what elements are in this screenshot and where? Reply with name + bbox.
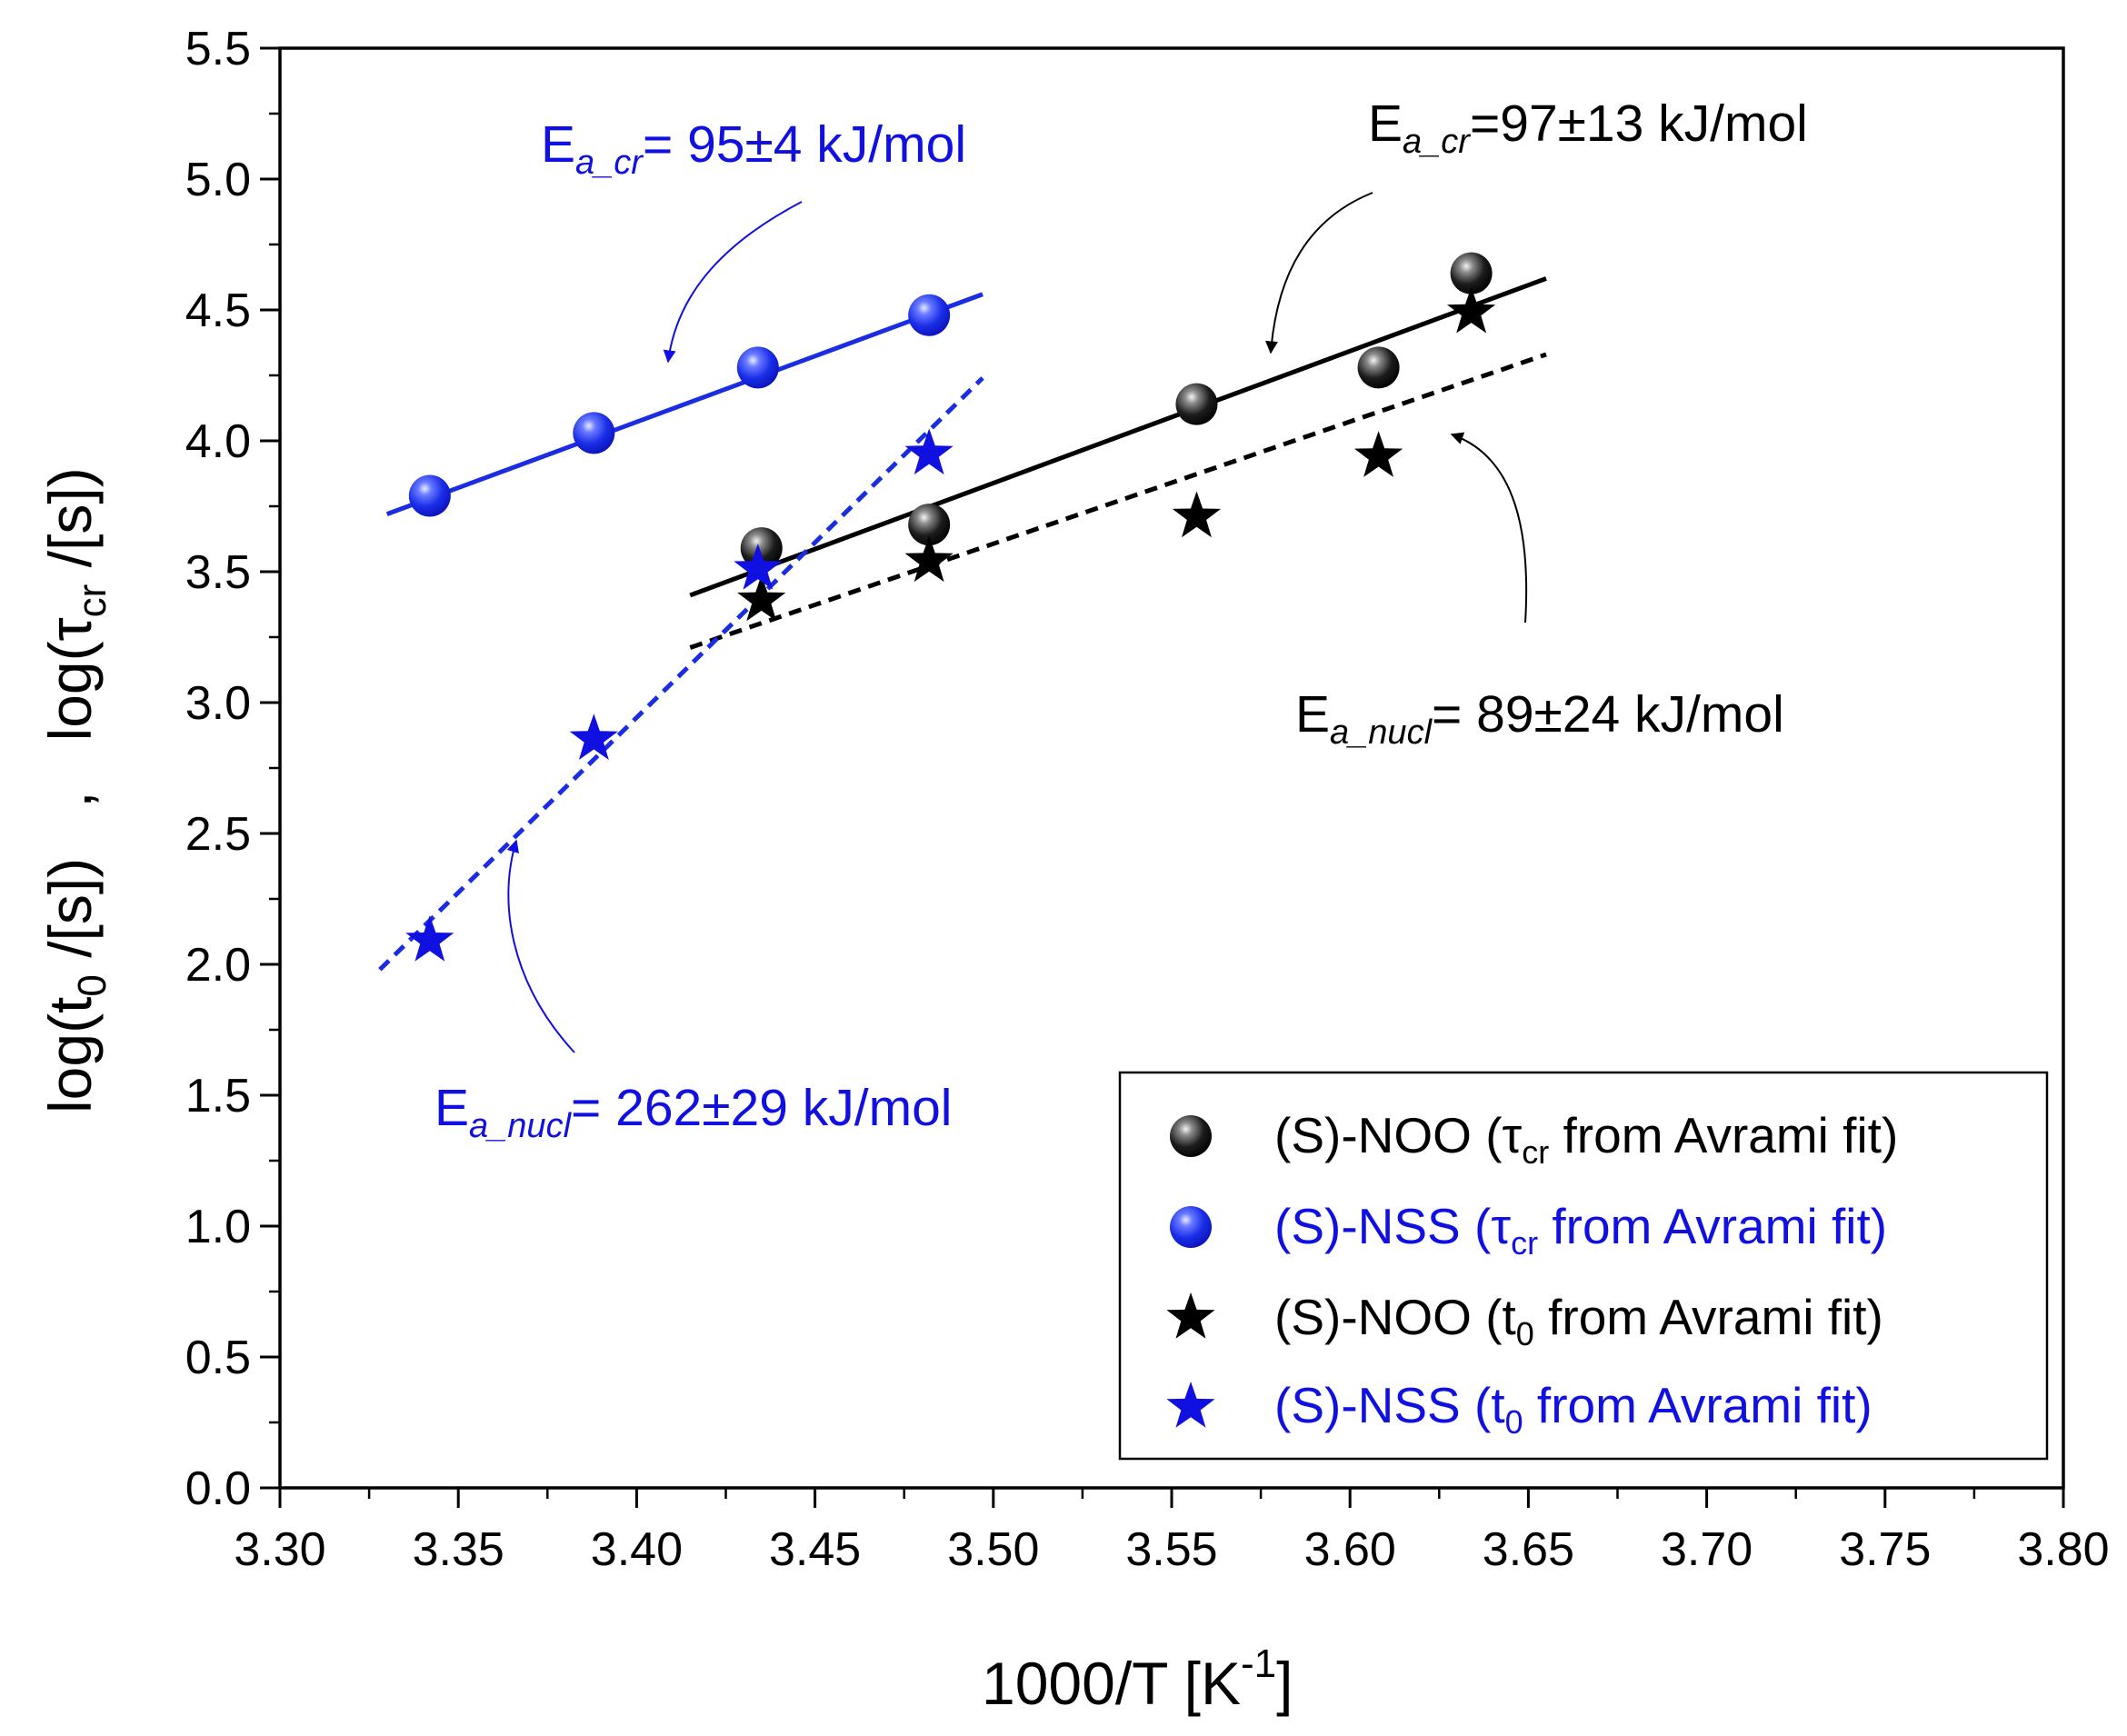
annotation-arrows bbox=[506, 192, 1528, 1053]
data-point-series-1 bbox=[736, 346, 779, 389]
x-tick-label: 3.65 bbox=[1483, 1523, 1574, 1576]
data-point-series-2 bbox=[737, 574, 786, 622]
y-tick-label: 3.5 bbox=[185, 546, 251, 599]
x-tick-label: 3.70 bbox=[1661, 1523, 1753, 1576]
legend-marker-2 bbox=[1166, 1292, 1215, 1339]
y-tick-label: 5.5 bbox=[185, 23, 251, 75]
annotation-ea-nucl-black: Ea_nucl= 89±24 kJ/mol bbox=[1295, 685, 1784, 752]
arrow-ea-cr-black bbox=[1265, 192, 1373, 354]
x-tick-label: 3.60 bbox=[1304, 1523, 1396, 1576]
data-point-series-0 bbox=[1175, 383, 1218, 425]
y-tick-label: 3.0 bbox=[185, 677, 251, 730]
x-tick-label: 3.35 bbox=[413, 1523, 504, 1576]
data-point-series-3 bbox=[405, 915, 454, 962]
x-tick-label: 3.80 bbox=[2017, 1523, 2109, 1576]
x-tick-label: 3.50 bbox=[947, 1523, 1039, 1576]
y-tick-label: 2.5 bbox=[185, 808, 251, 861]
legend-marker-0 bbox=[1170, 1115, 1212, 1157]
data-point-series-0 bbox=[1450, 252, 1493, 294]
legend-entry-noo-t0: (S)-NOO (t0 from Avrami fit) bbox=[1274, 1289, 1883, 1352]
fit-lines bbox=[378, 276, 1547, 972]
data-point-series-1 bbox=[573, 412, 615, 454]
arrow-ea-cr-blue bbox=[663, 201, 803, 364]
legend-marker-1 bbox=[1170, 1206, 1212, 1248]
fit-line-series-0 bbox=[689, 276, 1547, 598]
legend-entry-nss-tau: (S)-NSS (τcr from Avrami fit) bbox=[1274, 1198, 1887, 1262]
x-tick-label: 3.30 bbox=[234, 1523, 325, 1576]
data-point-series-2 bbox=[1354, 431, 1403, 477]
data-point-series-3 bbox=[904, 428, 954, 475]
data-point-series-0 bbox=[908, 504, 951, 546]
y-axis-label: log(t0 /[s]),log(τcr /[s]) bbox=[36, 467, 115, 1113]
legend-box bbox=[1118, 1071, 2049, 1461]
y-tick-label: 2.0 bbox=[185, 939, 251, 992]
y-tick-label: 0.0 bbox=[185, 1462, 251, 1515]
legend-marker-3 bbox=[1166, 1382, 1215, 1428]
data-point-series-1 bbox=[908, 294, 951, 336]
y-tick-label: 4.5 bbox=[185, 284, 251, 337]
data-point-series-2 bbox=[904, 535, 954, 583]
arrow-ea-nucl-blue bbox=[506, 839, 575, 1053]
annotation-ea-cr-black: Ea_cr=97±13 kJ/mol bbox=[1368, 95, 1808, 161]
legend-entry-noo-tau: (S)-NOO (τcr from Avrami fit) bbox=[1274, 1107, 1898, 1171]
data-point-series-3 bbox=[734, 544, 783, 590]
data-points bbox=[405, 252, 1496, 962]
axis-ticks: 3.30 3.35 3.40 3.45 3.50 3.55 3.60 3.65 3.70 3.75… bbox=[185, 23, 2110, 1576]
fit-line-series-2 bbox=[689, 352, 1547, 650]
fit-line-series-3 bbox=[378, 376, 984, 972]
data-point-series-0 bbox=[740, 527, 783, 570]
data-point-series-2 bbox=[1447, 286, 1496, 334]
data-point-series-1 bbox=[408, 474, 451, 517]
annotation-ea-nucl-blue: Ea_nucl= 262±29 kJ/mol bbox=[434, 1079, 952, 1145]
x-axis-label: 1000/T [K-1] bbox=[982, 1641, 1293, 1717]
data-point-series-3 bbox=[569, 713, 618, 760]
fit-line-series-1 bbox=[385, 292, 984, 516]
x-tick-label: 3.55 bbox=[1125, 1523, 1217, 1576]
x-tick-label: 3.40 bbox=[591, 1523, 683, 1576]
arrow-ea-nucl-black bbox=[1450, 432, 1528, 624]
y-tick-label: 4.0 bbox=[185, 415, 251, 468]
legend-entry-nss-t0: (S)-NSS (t0 from Avrami fit) bbox=[1274, 1377, 1872, 1441]
x-tick-label: 3.75 bbox=[1839, 1523, 1931, 1576]
data-point-series-2 bbox=[1172, 491, 1222, 538]
annotation-ea-cr-blue: Ea_cr= 95±4 kJ/mol bbox=[541, 115, 966, 182]
y-tick-label: 0.5 bbox=[185, 1332, 251, 1384]
data-point-series-0 bbox=[1357, 346, 1400, 389]
y-tick-label: 1.5 bbox=[185, 1070, 251, 1122]
y-tick-label: 1.0 bbox=[185, 1201, 251, 1253]
x-tick-label: 3.45 bbox=[769, 1523, 861, 1576]
legend: (S)-NOO (τcr from Avrami fit) (S)-NSS (τ… bbox=[1118, 1071, 2049, 1461]
y-tick-label: 5.0 bbox=[185, 154, 251, 206]
